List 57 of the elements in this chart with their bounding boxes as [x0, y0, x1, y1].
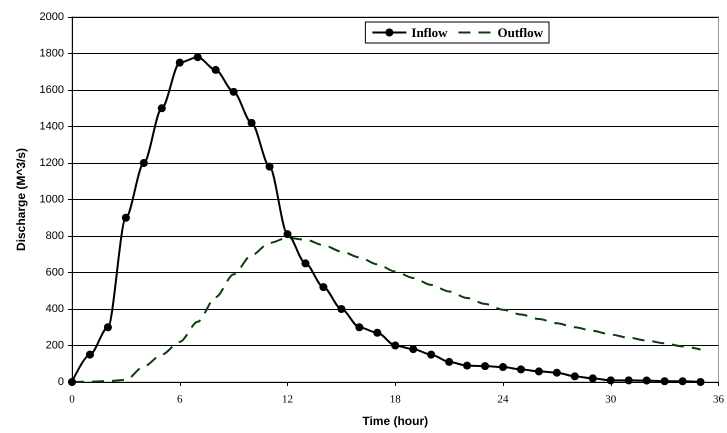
y-tick-label: 200: [46, 340, 64, 352]
point: [158, 104, 166, 112]
x-tick-label: 24: [498, 394, 509, 406]
point: [552, 368, 561, 377]
y-tick-label: 800: [46, 230, 64, 242]
x-tick-label: 30: [605, 394, 617, 406]
point: [696, 378, 705, 386]
point: [678, 377, 687, 386]
point: [212, 66, 220, 74]
point: [499, 363, 507, 372]
point: [86, 350, 94, 359]
point: [355, 323, 364, 332]
x-tick-label: 0: [69, 394, 76, 406]
point: [194, 53, 202, 62]
y-tick-label: 1000: [40, 194, 64, 206]
point: [248, 118, 256, 127]
point: [624, 376, 633, 384]
y-tick-label: 0: [58, 376, 64, 388]
point: [284, 230, 292, 238]
y-tick-label: 1600: [40, 84, 64, 96]
point: [319, 283, 328, 292]
y-tick-label: 2000: [40, 11, 64, 23]
x-tick-label: 36: [713, 394, 724, 406]
y-tick-label: 1800: [40, 48, 64, 60]
point: [570, 372, 579, 380]
point: [534, 367, 543, 376]
x-tick-label: 18: [390, 394, 402, 406]
point: [445, 358, 454, 366]
y-axis-title: Discharge (M^3/s): [14, 148, 28, 252]
legend-label: Outflow: [498, 25, 544, 40]
point: [140, 159, 148, 167]
point: [427, 350, 436, 359]
point: [516, 365, 525, 374]
point: [588, 374, 597, 382]
point: [301, 259, 310, 268]
point: [391, 342, 400, 350]
point: [230, 88, 238, 96]
x-axis-title: Time (hour): [362, 414, 428, 428]
y-tick-label: 1400: [40, 120, 64, 132]
x-tick-label: 6: [177, 394, 183, 406]
y-tick-label: 1200: [40, 157, 64, 169]
point: [122, 214, 130, 222]
point: [176, 58, 184, 67]
point: [463, 362, 472, 370]
point: [642, 376, 651, 385]
point: [337, 305, 346, 313]
point: [481, 362, 490, 370]
y-tick-label: 600: [46, 266, 64, 278]
point: [266, 162, 274, 171]
legend-label: Inflow: [411, 25, 448, 40]
point: [660, 377, 669, 386]
point: [104, 323, 112, 332]
point: [409, 345, 418, 354]
x-tick-label: 12: [282, 394, 293, 406]
y-tick-label: 400: [46, 303, 64, 315]
point: [606, 376, 615, 384]
point: [373, 328, 382, 337]
